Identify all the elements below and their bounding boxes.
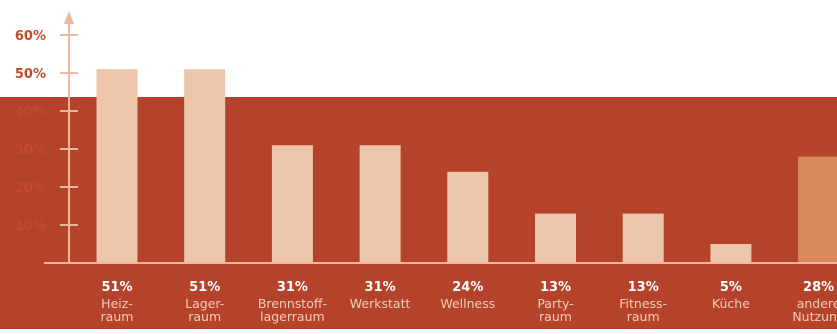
bar-6 <box>622 213 664 263</box>
bar-5 <box>535 213 576 263</box>
category-label-2-1: lagerraum <box>260 309 325 324</box>
y-tick-label-3: 40% <box>15 105 46 120</box>
value-label-1: 51% <box>189 280 220 295</box>
y-axis-arrow-icon <box>64 11 74 24</box>
bar-0 <box>96 69 138 263</box>
category-label-7-0: Küche <box>712 296 750 311</box>
category-label-8-0: andere <box>797 296 837 311</box>
bar-4 <box>447 171 489 263</box>
category-label-5-0: Party- <box>537 296 573 311</box>
y-tick-label-0: 10% <box>15 219 46 234</box>
category-label-0-1: raum <box>101 309 134 324</box>
value-label-8: 28% <box>803 280 834 295</box>
y-tick-label-1: 20% <box>15 181 46 196</box>
value-label-7: 5% <box>720 280 742 295</box>
y-tick-label-5: 60% <box>15 29 46 44</box>
bar-8 <box>798 156 837 263</box>
value-label-5: 13% <box>540 280 571 295</box>
category-label-1-1: raum <box>188 309 221 324</box>
category-label-3-0: Werkstatt <box>350 296 411 311</box>
category-label-5-1: raum <box>539 309 572 324</box>
category-label-0-0: Heiz- <box>101 296 133 311</box>
chart-background-band <box>0 97 837 329</box>
value-label-4: 24% <box>452 280 483 295</box>
value-label-3: 31% <box>365 280 396 295</box>
bar-1 <box>184 69 226 263</box>
bar-3 <box>359 145 401 263</box>
category-label-4-0: Wellness <box>440 296 495 311</box>
y-tick-label-2: 30% <box>15 143 46 158</box>
category-label-6-0: Fitness- <box>619 296 667 311</box>
bar-7 <box>710 244 752 263</box>
value-label-6: 13% <box>628 280 659 295</box>
category-label-8-1: Nutzung <box>792 309 837 324</box>
y-tick-label-4: 50% <box>15 67 46 82</box>
category-label-1-0: Lager- <box>185 296 224 311</box>
value-label-2: 31% <box>277 280 308 295</box>
category-label-6-1: raum <box>627 309 660 324</box>
category-label-2-0: Brennstoff- <box>258 296 327 311</box>
bar-2 <box>271 145 313 263</box>
value-label-0: 51% <box>101 280 132 295</box>
